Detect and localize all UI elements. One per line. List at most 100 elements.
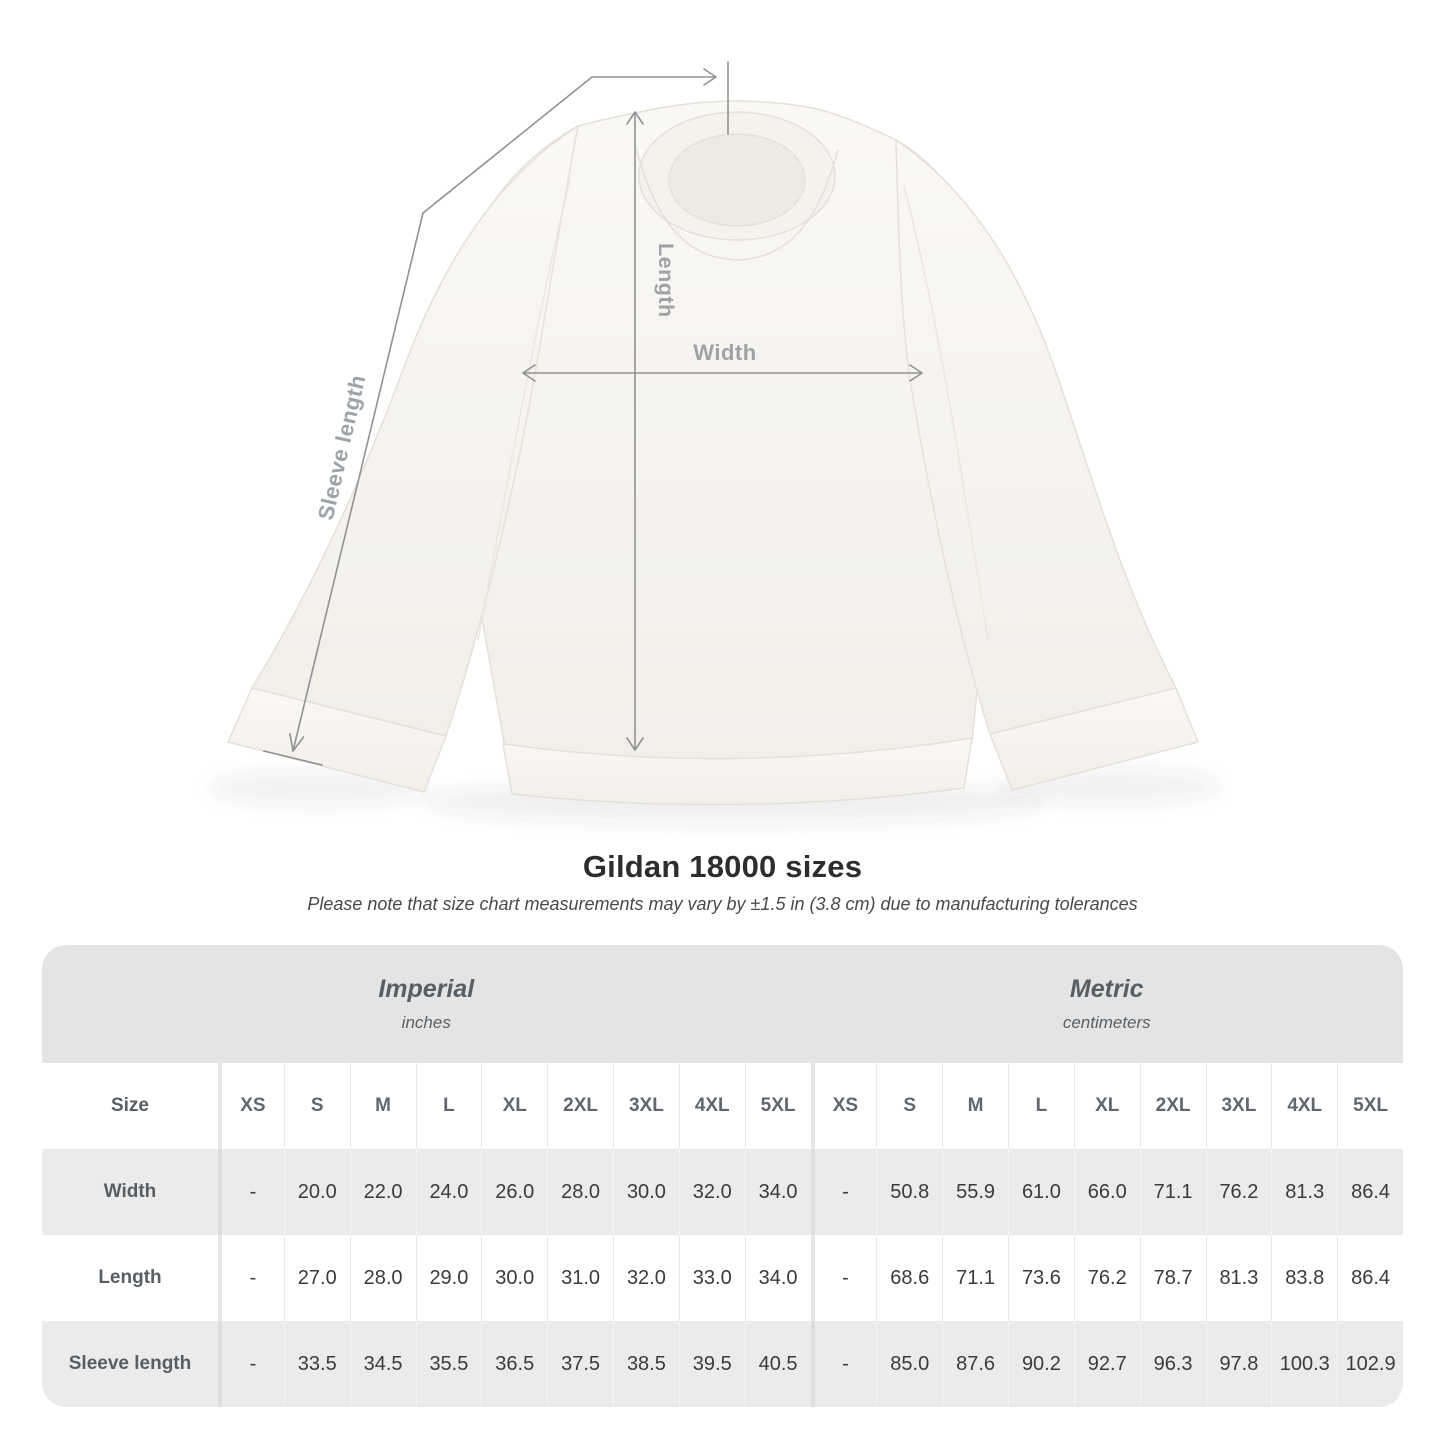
unit-group-header-metric: Metric centimeters — [810, 945, 1403, 1063]
unit-group-header-imperial: Imperial inches — [42, 945, 811, 1063]
cell: 66.0 — [1073, 1149, 1140, 1235]
row-label: Sleeve length — [42, 1321, 218, 1407]
cell: 50.8 — [876, 1149, 943, 1235]
cell: 86.4 — [1337, 1235, 1403, 1321]
arrow-down-icon — [626, 737, 644, 751]
size-col-header: L — [415, 1063, 482, 1149]
size-col-header: 5XL — [744, 1063, 811, 1149]
unit-group-unit: inches — [401, 1013, 451, 1032]
cell: 29.0 — [415, 1235, 482, 1321]
left-armhole-seam — [477, 179, 571, 641]
size-col-header: 5XL — [1337, 1063, 1403, 1149]
cell: 37.5 — [547, 1321, 613, 1407]
cell: 28.0 — [547, 1149, 613, 1235]
collar-seam — [635, 147, 839, 261]
cell: 26.0 — [481, 1149, 548, 1235]
size-col-header: 3XL — [613, 1063, 679, 1149]
arrow-right-icon — [909, 364, 923, 382]
arrow-down-left-icon — [289, 733, 305, 752]
cell: 81.3 — [1271, 1149, 1338, 1235]
width-dimension-line — [522, 364, 923, 382]
cell: 85.0 — [876, 1321, 943, 1407]
cell: 90.2 — [1008, 1321, 1074, 1407]
cell: 34.5 — [349, 1321, 416, 1407]
cell: 24.0 — [415, 1149, 482, 1235]
size-col-header: L — [1008, 1063, 1074, 1149]
cell: 86.4 — [1337, 1149, 1403, 1235]
cell: 22.0 — [349, 1149, 416, 1235]
arrow-left-icon — [522, 364, 536, 382]
cell: 27.0 — [283, 1235, 350, 1321]
size-col-header: XS — [218, 1063, 284, 1149]
cell: - — [810, 1321, 877, 1407]
width-dimension-label: Width — [693, 340, 756, 365]
sleeve-dimension-line — [263, 61, 729, 766]
unit-group-name: Metric — [1069, 975, 1144, 1003]
size-col-header: 4XL — [1271, 1063, 1338, 1149]
unit-group-unit: centimeters — [1062, 1013, 1151, 1032]
cell: 78.7 — [1139, 1235, 1206, 1321]
size-col-header: XL — [481, 1063, 548, 1149]
cell: 34.0 — [744, 1149, 811, 1235]
cell: 31.0 — [547, 1235, 613, 1321]
cell: 30.0 — [613, 1149, 679, 1235]
cell: 30.0 — [481, 1235, 548, 1321]
cell: 33.0 — [678, 1235, 745, 1321]
cell: 55.9 — [942, 1149, 1008, 1235]
size-table: Imperial inches Metric centimeters Size … — [42, 945, 1403, 1407]
size-col-header: S — [283, 1063, 350, 1149]
cell: - — [810, 1235, 877, 1321]
cell: 32.0 — [678, 1149, 745, 1235]
arrow-up-icon — [626, 111, 644, 125]
size-header-label: Size — [42, 1063, 218, 1149]
size-col-header: 2XL — [547, 1063, 613, 1149]
right-cuff — [989, 687, 1199, 791]
sweatshirt-illustration — [227, 100, 1199, 806]
length-dimension-label: Length — [654, 243, 678, 318]
collar-opening — [668, 133, 806, 227]
cell: 96.3 — [1139, 1321, 1206, 1407]
cell: 92.7 — [1073, 1321, 1140, 1407]
size-col-header: XL — [1073, 1063, 1140, 1149]
sweatshirt-measurement-diagram: Length Width Sleeve length — [210, 61, 1220, 824]
cuff-end-tick — [263, 750, 323, 766]
cell: 81.3 — [1205, 1235, 1272, 1321]
size-col-header: M — [942, 1063, 1008, 1149]
left-cuff — [227, 687, 447, 793]
cell: 61.0 — [1008, 1149, 1074, 1235]
row-label: Length — [42, 1235, 218, 1321]
cell: 76.2 — [1205, 1149, 1272, 1235]
right-armhole-seam — [903, 185, 989, 641]
cell: 87.6 — [942, 1321, 1008, 1407]
hem-band — [502, 737, 973, 806]
cell: 73.6 — [1008, 1235, 1074, 1321]
tolerance-note: Please note that size chart measurements… — [307, 894, 1138, 914]
cell: 38.5 — [613, 1321, 679, 1407]
length-dimension-line — [626, 111, 644, 751]
row-label: Width — [42, 1149, 218, 1235]
cell: 39.5 — [678, 1321, 745, 1407]
unit-group-name: Imperial — [378, 975, 475, 1003]
cell: 28.0 — [349, 1235, 416, 1321]
cell: - — [218, 1321, 284, 1407]
size-col-header: XS — [810, 1063, 877, 1149]
size-col-header: 4XL — [678, 1063, 745, 1149]
arrow-right-icon — [703, 68, 717, 86]
cell: 83.8 — [1271, 1235, 1338, 1321]
cell: - — [810, 1149, 877, 1235]
cell: 71.1 — [942, 1235, 1008, 1321]
cell: 34.0 — [744, 1235, 811, 1321]
cell: 33.5 — [283, 1321, 350, 1407]
cell: 35.5 — [415, 1321, 482, 1407]
size-col-header: M — [349, 1063, 416, 1149]
cell: - — [218, 1149, 284, 1235]
cell: 20.0 — [283, 1149, 350, 1235]
cell: 71.1 — [1139, 1149, 1206, 1235]
cell: 36.5 — [481, 1321, 548, 1407]
page-title: Gildan 18000 sizes — [582, 849, 863, 884]
cell: 102.9 — [1337, 1321, 1403, 1407]
cell: - — [218, 1235, 284, 1321]
cell: 100.3 — [1271, 1321, 1338, 1407]
cell: 68.6 — [876, 1235, 943, 1321]
